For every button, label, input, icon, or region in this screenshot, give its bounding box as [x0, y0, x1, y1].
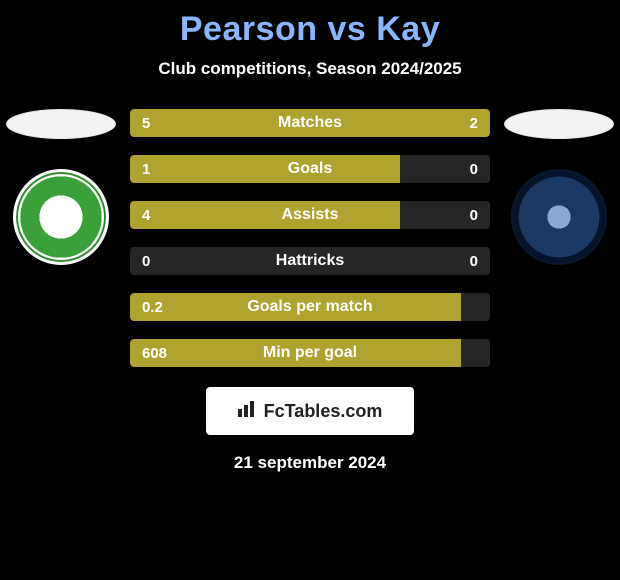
date-label: 21 september 2024 — [234, 453, 386, 473]
comparison-panel: Pearson vs Kay Club competitions, Season… — [0, 0, 620, 580]
subtitle: Club competitions, Season 2024/2025 — [158, 59, 461, 79]
stat-bar-base — [130, 247, 490, 275]
stat-bar-base — [130, 293, 490, 321]
stat-bar-fill-left — [130, 339, 461, 367]
stat-bar-row: Goals10 — [130, 155, 490, 183]
stat-bar-fill-right — [364, 109, 490, 137]
stat-bar-row: Matches52 — [130, 109, 490, 137]
right-player-avatar-placeholder — [504, 109, 614, 139]
stat-bar-fill-left — [130, 155, 400, 183]
stat-bar-fill-left — [130, 293, 461, 321]
compare-area: Matches52 Goals10 Assists40 Hattricks00 Goal… — [0, 109, 620, 379]
left-player-column — [6, 109, 116, 265]
page-title: Pearson vs Kay — [180, 10, 440, 49]
left-club-badge — [13, 169, 109, 265]
stat-bar-fill-left — [130, 109, 364, 137]
left-player-avatar-placeholder — [6, 109, 116, 139]
stat-bar-row: Assists40 — [130, 201, 490, 229]
branding-text: FcTables.com — [264, 401, 383, 422]
stat-bar-base — [130, 339, 490, 367]
stat-bar-row: Min per goal608 — [130, 339, 490, 367]
branding-badge: FcTables.com — [206, 387, 414, 435]
stat-bar-base — [130, 155, 490, 183]
stat-bar-base — [130, 201, 490, 229]
right-player-column — [504, 109, 614, 265]
stat-bar-base — [130, 109, 490, 137]
right-club-badge — [511, 169, 607, 265]
stat-bar-row: Hattricks00 — [130, 247, 490, 275]
stat-bars: Matches52 Goals10 Assists40 Hattricks00 Goal… — [130, 109, 490, 367]
stat-bar-fill-left — [130, 201, 400, 229]
bar-chart-icon — [238, 401, 258, 422]
stat-bar-row: Goals per match0.2 — [130, 293, 490, 321]
